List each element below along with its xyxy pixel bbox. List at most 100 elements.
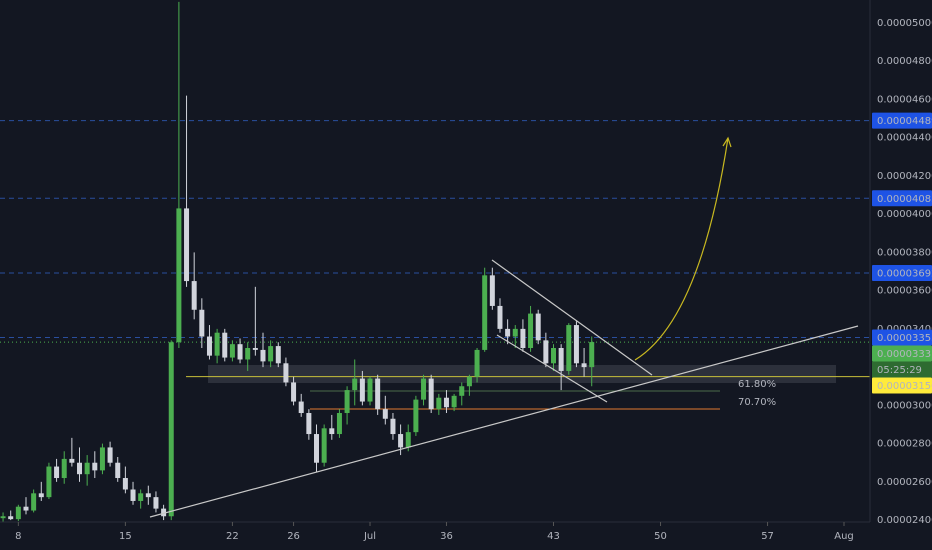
projection-arrow [634,137,729,361]
candle-body [482,275,488,350]
candle-body [428,378,434,410]
candle-body [535,313,541,341]
candle-body [375,378,381,410]
price-tag-label: 0.00003355 [877,333,932,344]
candle-body [359,378,365,402]
candle-body [283,363,289,383]
candle-body [306,413,312,435]
candle-body [520,328,526,348]
candle-body [122,478,128,490]
candle-body [573,325,579,364]
price-tag-label: 0.00003331 [877,349,932,360]
y-tick-label: 0.00002800 [877,439,932,450]
y-tick-label: 0.00003600 [877,286,932,297]
candle-body [443,397,449,408]
x-tick-label: 43 [547,531,560,542]
price-tag-label: 0.00003692 [877,269,932,280]
price-tag [872,112,932,129]
y-tick-label: 0.00002600 [877,477,932,488]
candle-body [46,466,52,498]
price-tag [872,377,932,394]
candle-body [291,382,297,402]
candle-body [367,378,373,402]
x-tick-label: 57 [761,531,774,542]
candle-body [543,340,549,364]
x-tick-label: Jul [363,531,376,542]
y-tick-label: 0.00003400 [877,324,932,335]
candle-body [206,336,212,356]
candle-body [558,348,564,371]
candle-body [153,497,159,509]
x-tick-label: 26 [287,531,300,542]
candle-body [321,428,327,463]
x-tick-label: 50 [654,531,667,542]
wedge-line [496,334,608,403]
price-tag-label: 0.00004489 [877,116,932,127]
candle-body [38,493,44,498]
candle-body [459,386,465,396]
candle-body [497,305,503,329]
price-tag [872,345,932,362]
candle-body [176,208,182,343]
candle-body [199,309,205,337]
candle-body [15,506,21,520]
price-tag-label: 0.00004083 [877,194,932,205]
candle-body [505,328,511,337]
candle-body [398,434,404,448]
y-tick-label: 0.00004000 [877,209,932,220]
candle-body [489,275,495,306]
candle-body [275,346,281,364]
price-tag [872,190,932,207]
candle-body [550,348,556,364]
price-tag-label: 0.00003150 [877,381,932,392]
candle-body [344,390,350,414]
timer-tag [872,361,932,378]
candle-body [23,506,29,511]
candle-body [99,447,105,471]
price-tag [872,329,932,346]
candle-body [54,466,60,479]
candle-body [130,489,136,501]
price-tag [872,265,932,282]
timer-label: 05:25:29 [877,365,922,376]
candle-body [390,418,396,435]
candle-body [421,378,427,400]
candle-body [336,413,342,435]
candle-body [329,428,335,435]
candle-body [168,342,174,517]
arrow-head [722,136,732,148]
candle-body [8,516,14,520]
candle-body [451,395,457,408]
candle-body [77,462,83,475]
trend-line [149,325,859,518]
candle-body [115,462,121,479]
candle-body [436,397,442,410]
candle-body [268,346,274,362]
candle-body [0,516,6,519]
candle-body [214,332,220,356]
zone-box [208,365,836,383]
candle-body [382,409,388,419]
wedge-line [491,259,653,376]
candle-body [352,378,358,391]
candle-body [405,432,411,448]
x-tick-label: 36 [440,531,453,542]
candle-body [528,313,534,348]
candle-body [298,401,304,414]
fib-label: 70.70% [738,397,776,408]
y-tick-label: 0.00003800 [877,247,932,258]
candle-body [61,458,67,479]
candle-body [222,332,228,358]
candle-body [581,363,587,368]
candle-body [31,493,37,511]
y-tick-label: 0.00002400 [877,515,932,526]
y-tick-label: 0.00004800 [877,56,932,67]
candle-body [260,349,266,362]
candle-body [512,328,518,337]
candle-body [589,342,595,368]
candle-body [107,447,113,463]
candle-body [237,344,243,360]
candle-body [566,325,572,371]
